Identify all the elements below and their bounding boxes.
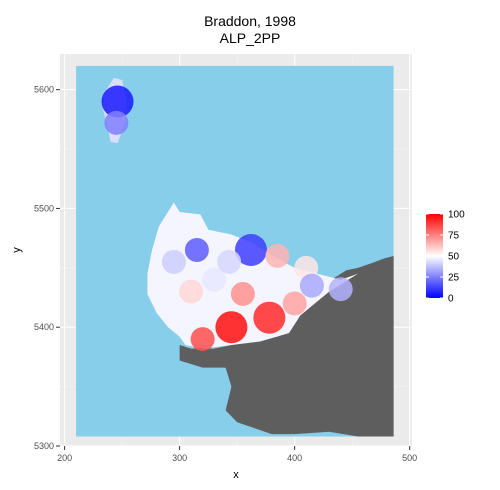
y-tick-label: 5600	[34, 85, 54, 95]
legend-tick-label: 25	[448, 273, 460, 284]
map-layer	[76, 65, 394, 437]
value-cell	[253, 301, 286, 334]
y-tick-label: 5500	[34, 203, 54, 213]
y-tick-label: 5400	[34, 322, 54, 332]
legend-tick-label: 50	[448, 252, 460, 263]
x-tick-label: 300	[172, 453, 187, 463]
value-cell	[179, 279, 204, 304]
value-cell	[215, 311, 248, 344]
legend-tick-label: 0	[448, 294, 454, 305]
legend-colorbar	[426, 214, 443, 298]
value-cell	[184, 238, 209, 262]
value-cell	[299, 273, 324, 298]
x-tick-label: 200	[57, 453, 72, 463]
legend: 0 25 50 75 100	[426, 210, 465, 305]
value-cell	[234, 234, 267, 266]
y-tick-label: 5300	[34, 441, 54, 451]
x-tick-label: 500	[402, 453, 417, 463]
value-cell	[202, 267, 227, 292]
x-axis-label: x	[233, 469, 239, 481]
x-tick-label: 400	[287, 453, 302, 463]
axes: 200 300 400 500 5300 5400 5500 5600 x y	[11, 85, 417, 481]
value-cell	[282, 291, 307, 316]
y-axis-label: y	[11, 247, 23, 253]
value-cell	[161, 249, 186, 274]
legend-tick-label: 75	[448, 231, 460, 242]
legend-tick-label: 100	[448, 210, 465, 221]
chart-title: Braddon, 1998	[204, 13, 296, 29]
value-cell	[101, 85, 134, 118]
value-cell	[104, 110, 129, 135]
value-cell	[328, 277, 353, 302]
value-cell	[217, 249, 242, 274]
value-cell	[265, 243, 290, 268]
chart-subtitle: ALP_2PP	[219, 30, 281, 46]
value-cell	[230, 281, 255, 306]
value-cell	[190, 327, 215, 352]
